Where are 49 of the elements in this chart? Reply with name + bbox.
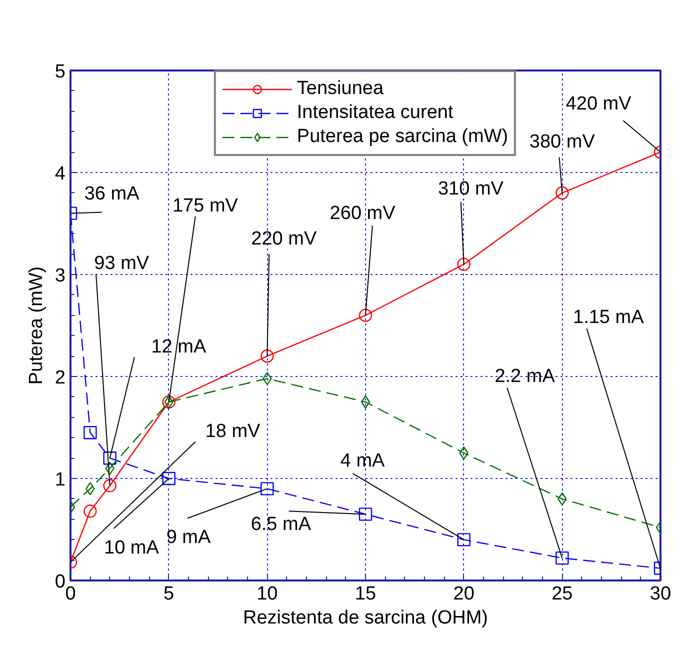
legend-label: Intensitatea curent <box>296 102 454 124</box>
legend-label: Tensiunea <box>296 78 384 100</box>
annotation: 260 mV <box>330 202 396 224</box>
y-tick-label: 3 <box>54 266 66 286</box>
x-tick-label: 5 <box>164 584 174 604</box>
point <box>260 482 274 496</box>
x-tick-label: 10 <box>256 584 278 604</box>
point <box>103 479 116 492</box>
annotation: 420 mV <box>566 94 632 115</box>
annotation: 310 mV <box>438 178 504 200</box>
point <box>84 504 97 518</box>
x-axis-title: Rezistenta de sarcina (OHM) <box>243 608 488 628</box>
annotation: 6.5 mA <box>250 514 312 535</box>
annotation: 12 mA <box>151 336 206 358</box>
annotation: 220 mV <box>251 228 317 250</box>
point <box>358 508 372 521</box>
point <box>360 395 370 409</box>
point <box>260 350 274 363</box>
annotation: 9 mA <box>166 527 211 548</box>
y-tick-label: 5 <box>54 62 66 82</box>
annotation: 2.2 mA <box>494 366 556 387</box>
y-axis-title: Puterea (mW) <box>26 266 47 385</box>
point <box>457 258 470 271</box>
annotation: 93 mV <box>94 252 150 274</box>
y-tick-label: 1 <box>54 470 66 490</box>
annotation: 10 mA <box>104 537 160 558</box>
point <box>84 426 97 440</box>
annotation: 1.15 mA <box>573 306 644 328</box>
point <box>162 472 176 486</box>
point <box>556 186 569 200</box>
annotation: 18 mV <box>205 421 261 442</box>
annotation: 4 mA <box>340 450 386 472</box>
y-tick-label: 4 <box>54 164 66 184</box>
point <box>103 452 116 465</box>
y-tick-label: 2 <box>54 368 66 388</box>
annotation: 380 mV <box>529 131 596 152</box>
point <box>105 462 114 475</box>
legend-label: Puterea pe sarcina (mW) <box>296 126 508 148</box>
point <box>558 492 567 506</box>
x-tick-label: 25 <box>552 584 573 604</box>
x-tick-label: 30 <box>650 584 672 604</box>
x-tick-label: 20 <box>453 584 474 604</box>
x-tick-label: 15 <box>354 584 376 604</box>
annotation: 175 mV <box>172 196 238 217</box>
point <box>556 551 569 565</box>
point <box>358 308 372 322</box>
point <box>457 533 470 546</box>
point <box>86 482 95 496</box>
annotation: 36 mA <box>84 183 140 204</box>
